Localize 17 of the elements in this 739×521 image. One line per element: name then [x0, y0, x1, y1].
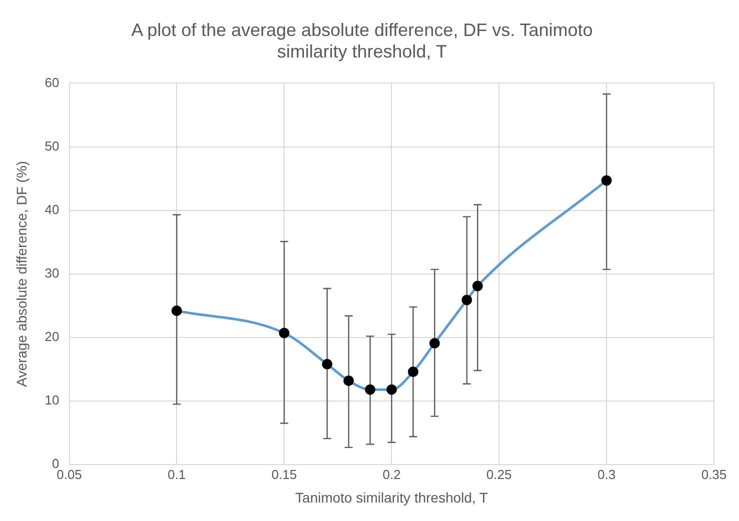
y-tick-label: 40 — [44, 202, 60, 217]
y-axis-title: Average absolute difference, DF (%) — [13, 160, 30, 387]
x-tick-label: 0.15 — [272, 466, 297, 482]
x-tick-label: 0.35 — [701, 466, 727, 482]
x-tick-label: 0.25 — [486, 466, 512, 482]
y-tick-label: 10 — [44, 392, 60, 408]
chart-title: A plot of the average absolute difference, DF vs. Tanimoto similarity threshold, T — [131, 20, 593, 62]
x-axis-title: Tanimoto similarity threshold, T — [295, 489, 488, 506]
x-tick-label: 0.05 — [56, 466, 82, 482]
x-tick-label: 0.2 — [382, 466, 401, 482]
x-tick-label: 0.1 — [168, 466, 186, 482]
y-tick-label: 30 — [44, 265, 60, 280]
y-tick-label: 60 — [44, 74, 60, 90]
y-tick-label: 0 — [52, 456, 60, 472]
y-tick-label: 20 — [44, 329, 60, 344]
y-tick-label: 50 — [44, 138, 60, 154]
x-tick-label: 0.3 — [598, 466, 616, 482]
